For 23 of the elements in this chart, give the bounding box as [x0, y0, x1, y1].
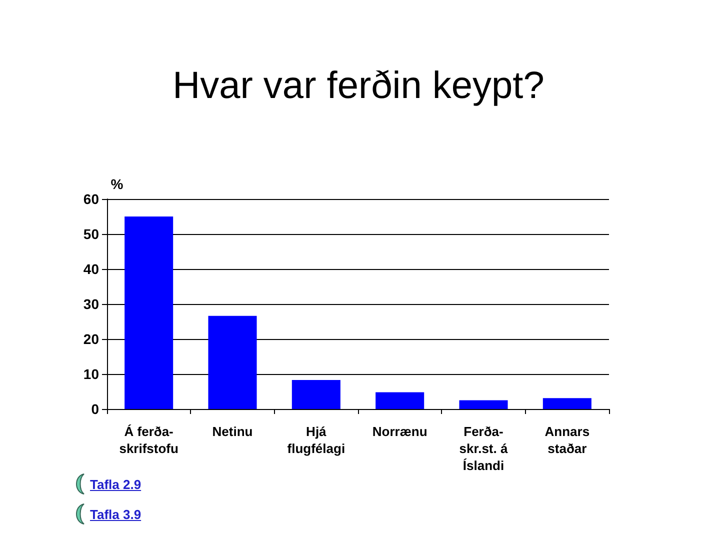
y-axis-title: % — [110, 176, 124, 192]
x-tick-label: Netinu — [212, 424, 253, 439]
bar — [292, 380, 340, 409]
x-tick-label: Hjá flugfélagi — [287, 424, 346, 456]
y-tick-label: 50 — [83, 226, 100, 242]
bar — [542, 398, 592, 409]
y-tick-label: 10 — [83, 366, 100, 382]
x-tick-label: Annars staðar — [544, 424, 590, 456]
bar — [376, 392, 424, 409]
text: Tafla 3.9 — [90, 506, 142, 522]
y-tick-label: 30 — [83, 296, 100, 312]
bar — [208, 316, 257, 409]
x-tick-label: Ferða- skr.st. á Íslandi — [459, 424, 508, 473]
text: Tafla 2.9 — [90, 476, 142, 492]
y-tick-label: 40 — [83, 261, 100, 277]
bar — [459, 400, 508, 409]
y-tick-label: 60 — [83, 191, 100, 207]
y-tick-label: 20 — [83, 331, 100, 347]
bar — [124, 216, 174, 409]
y-tick-label: 0 — [91, 401, 100, 417]
x-tick-label: Á ferða- skrifstofu — [119, 424, 179, 456]
chart-title: Hvar var ferðin keypt? — [172, 65, 544, 107]
x-tick-label: Norrænu — [372, 424, 428, 439]
